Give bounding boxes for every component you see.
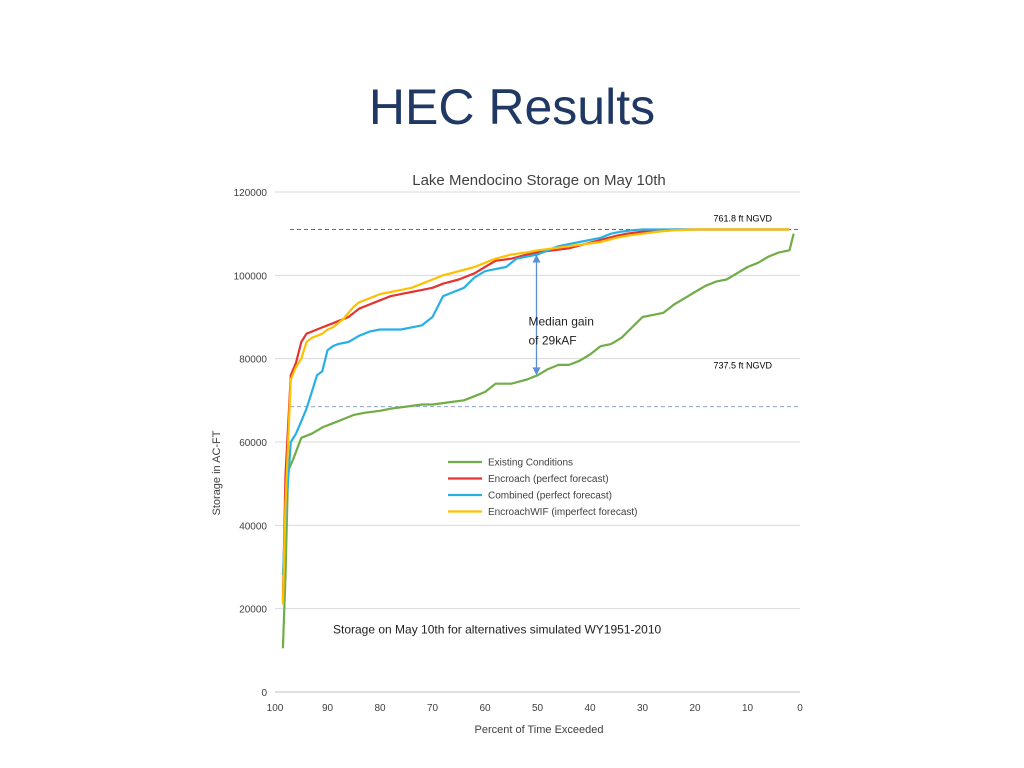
x-tick-label: 10 — [742, 703, 754, 714]
x-tick-label: 80 — [374, 703, 386, 714]
x-tick-label: 20 — [689, 703, 701, 714]
reference-line-label: 761.8 ft NGVD — [713, 214, 772, 224]
series-line-2 — [281, 228, 790, 576]
y-axis-ticks: 0 20000 40000 60000 80000 100000 120000 — [234, 188, 268, 699]
x-tick-label: 60 — [479, 703, 491, 714]
median-gain-text: Median gain — [529, 314, 594, 328]
reference-line-label: 737.5 ft NGVD — [713, 361, 772, 371]
y-tick-label: 120000 — [234, 188, 268, 199]
median-gain-text: of 29kAF — [529, 333, 577, 347]
slide-title: HEC Results — [368, 79, 656, 135]
reference-lines: 761.8 ft NGVD 737.5 ft NGVD — [290, 214, 800, 408]
arrow-head-up — [532, 254, 541, 263]
series-lines — [281, 228, 795, 649]
x-tick-label: 90 — [322, 703, 334, 714]
y-tick-label: 0 — [261, 688, 267, 699]
legend-label-3: EncroachWIF (imperfect forecast) — [488, 507, 637, 518]
storage-note-text: Storage on May 10th for alternatives sim… — [333, 623, 662, 637]
y-tick-label: 40000 — [239, 521, 267, 532]
legend-label-2: Combined (perfect forecast) — [488, 491, 612, 502]
gridlines — [275, 191, 800, 693]
y-tick-label: 100000 — [234, 271, 268, 282]
y-axis-label: Storage in AC-FT — [211, 430, 223, 515]
x-tick-label: 70 — [427, 703, 439, 714]
x-axis-label: Percent of Time Exceeded — [474, 724, 603, 736]
chart-title: Lake Mendocino Storage on May 10th — [412, 172, 666, 189]
series-line-0 — [281, 233, 795, 649]
arrow-head-down — [532, 367, 541, 376]
series-line-1 — [281, 228, 790, 601]
x-axis-ticks: 100 90 80 70 60 50 40 30 20 10 0 — [267, 703, 804, 714]
storage-chart: Lake Mendocino Storage on May 10th 761.8… — [211, 172, 804, 736]
legend-label-1: Encroach (perfect forecast) — [488, 474, 609, 485]
y-tick-label: 20000 — [239, 605, 267, 616]
y-tick-label: 80000 — [239, 355, 267, 366]
legend-label-0: Existing Conditions — [488, 458, 573, 469]
x-tick-label: 0 — [797, 703, 803, 714]
x-tick-label: 50 — [532, 703, 544, 714]
x-tick-label: 40 — [584, 703, 596, 714]
legend: Existing Conditions Encroach (perfect for… — [448, 458, 637, 518]
x-tick-label: 100 — [267, 703, 284, 714]
y-tick-label: 60000 — [239, 438, 267, 449]
x-tick-label: 30 — [637, 703, 649, 714]
annotations: Median gain of 29kAF Storage on May 10th f… — [333, 254, 662, 637]
series-line-3 — [281, 228, 790, 605]
